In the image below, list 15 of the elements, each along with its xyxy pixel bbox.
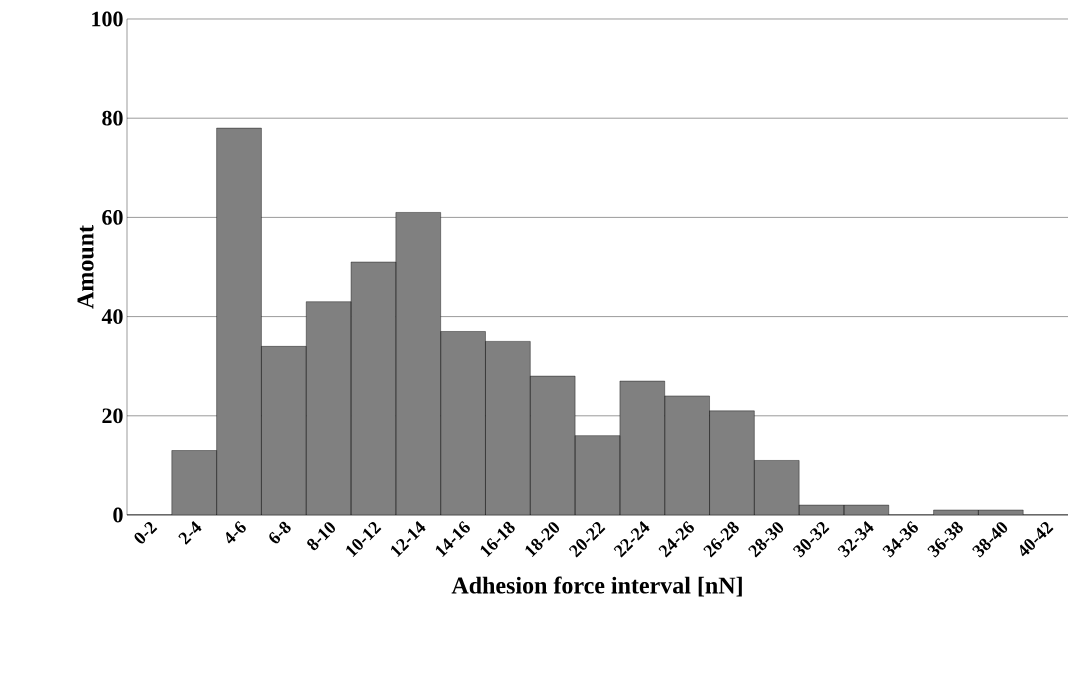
x-tick-label: 6-8 <box>269 521 291 544</box>
x-axis-title: Adhesion force interval [nN] <box>451 576 742 597</box>
x-tick-label: 4-6 <box>226 521 246 544</box>
bar <box>350 261 397 515</box>
y-tick-label: 100 <box>92 11 123 27</box>
x-tick-label: 2-4 <box>178 521 202 545</box>
x-tick-label: 8-10 <box>307 522 336 551</box>
y-axis-title: Amount <box>77 225 94 309</box>
x-tick-label: 0-2 <box>134 521 158 544</box>
y-tick-label: 40 <box>101 309 123 325</box>
y-tick-label: 20 <box>102 408 123 424</box>
y-tick-label: 80 <box>102 110 123 126</box>
bar <box>574 435 621 515</box>
y-tick-label: 0 <box>113 507 123 523</box>
y-tick-label: 60 <box>102 209 123 225</box>
